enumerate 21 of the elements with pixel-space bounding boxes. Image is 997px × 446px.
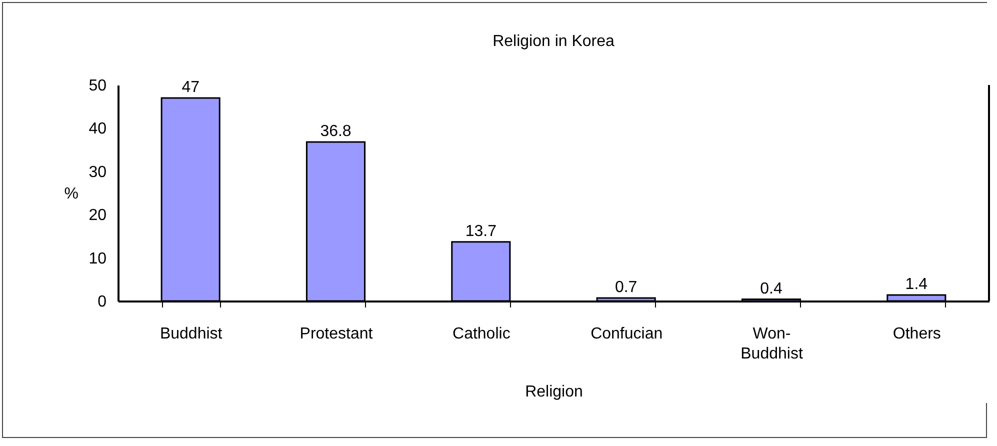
x-tick-label: Catholic <box>452 326 510 342</box>
data-label: 1.4 <box>905 276 928 293</box>
y-tick-label: 20 <box>88 207 107 224</box>
y-tick-label: 30 <box>88 164 107 181</box>
data-label: 0.7 <box>614 278 638 296</box>
x-tick-label: Protestant <box>300 326 374 342</box>
chart-title: Religion in Korea <box>492 33 615 50</box>
x-axis-title: Religion <box>525 384 583 400</box>
y-tick-label: 0 <box>98 294 107 310</box>
data-label: 13.7 <box>465 222 497 240</box>
data-label: 47 <box>182 78 200 96</box>
y-axis-title: % <box>64 186 78 202</box>
y-tick-label: 10 <box>88 250 107 268</box>
data-label: 0.4 <box>760 280 782 298</box>
y-tick-label: 40 <box>88 120 107 138</box>
x-tick-label: Won-Buddhist <box>740 326 804 362</box>
x-tick-label: Buddhist <box>160 326 223 342</box>
x-tick-label: Confucian <box>590 326 663 342</box>
x-tick-label: Others <box>892 326 941 342</box>
y-tick-label: 50 <box>88 78 107 94</box>
data-label: 36.8 <box>320 123 352 140</box>
